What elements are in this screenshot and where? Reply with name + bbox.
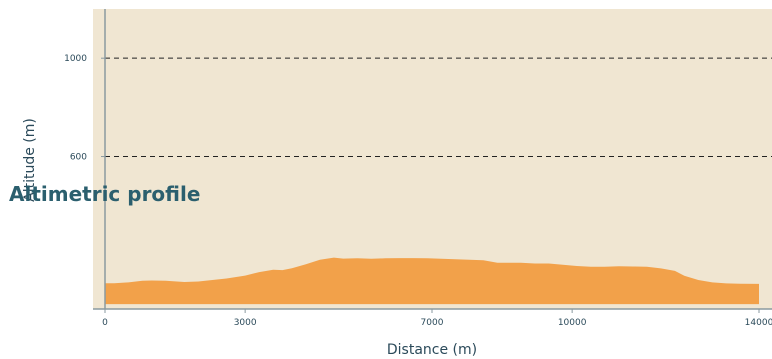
x-tick-label: 14000 <box>745 318 772 328</box>
altitude-area <box>105 257 759 305</box>
y-tick-label: 600 <box>70 153 87 163</box>
x-tick-label: 10000 <box>558 318 587 328</box>
y-axis-label: Altitude (m) <box>22 118 38 202</box>
x-ticks: 0 3000 7000 10000 14000 <box>102 309 772 328</box>
chart-title: Altimetric profile <box>9 182 200 206</box>
y-ticks: 600 1000 <box>64 54 105 163</box>
x-axis-label: Distance (m) <box>387 342 477 358</box>
x-tick-label: 7000 <box>421 318 444 328</box>
x-tick-label: 3000 <box>234 318 257 328</box>
y-tick-label: 1000 <box>64 54 87 64</box>
grid-lines <box>105 57 772 158</box>
x-tick-label: 0 <box>102 318 108 328</box>
